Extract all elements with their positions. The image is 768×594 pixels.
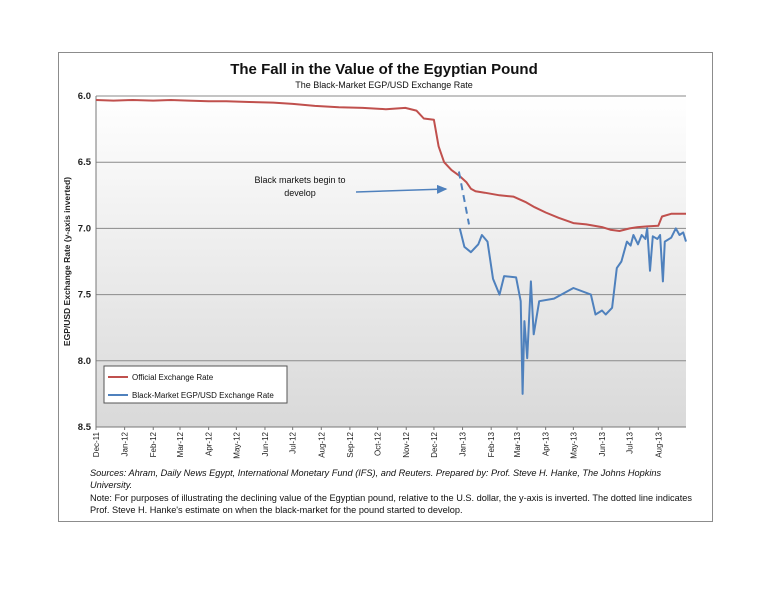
y-tick-label: 8.0 bbox=[78, 356, 91, 367]
y-tick-label: 6.5 bbox=[78, 157, 92, 168]
x-tick-label: Jul-12 bbox=[289, 431, 298, 453]
sources-text: Sources: Ahram, Daily News Egypt, Intern… bbox=[90, 468, 662, 490]
y-tick-label: 8.5 bbox=[78, 422, 92, 433]
x-tick-label: Jan-13 bbox=[459, 431, 468, 456]
chart-subtitle: The Black-Market EGP/USD Exchange Rate bbox=[295, 80, 473, 90]
x-tick-label: May-12 bbox=[232, 431, 241, 458]
x-tick-label: Nov-12 bbox=[402, 431, 411, 457]
annotation-text: develop bbox=[284, 188, 316, 198]
x-tick-label: Aug-13 bbox=[654, 431, 663, 457]
chart-title: The Fall in the Value of the Egyptian Po… bbox=[230, 61, 538, 78]
x-tick-label: May-13 bbox=[569, 431, 578, 458]
x-tick-label: Mar-12 bbox=[176, 431, 185, 457]
x-tick-label: Jun-13 bbox=[598, 431, 607, 456]
x-tick-label: Oct-12 bbox=[374, 431, 383, 456]
annotation-text: Black markets begin to bbox=[254, 175, 345, 185]
y-axis-label: EGP/USD Exchange Rate (y-axis inverted) bbox=[62, 177, 72, 346]
legend-item-black-market-label: Black-Market EGP/USD Exchange Rate bbox=[132, 391, 274, 400]
annotation-arrow bbox=[355, 184, 448, 194]
x-tick-label: Feb-12 bbox=[149, 431, 158, 457]
x-tick-label: Sep-12 bbox=[346, 431, 355, 457]
series-line-black-market bbox=[458, 227, 687, 395]
x-tick-label: Apr-13 bbox=[542, 431, 551, 456]
y-tick-label: 6.0 bbox=[78, 91, 91, 102]
x-tick-label: Dec-11 bbox=[92, 431, 101, 457]
y-tick-label: 7.0 bbox=[78, 223, 91, 234]
x-tick-label: Dec-12 bbox=[430, 431, 439, 457]
x-tick-label: Jul-13 bbox=[626, 431, 635, 453]
x-tick-label: Mar-13 bbox=[513, 431, 522, 457]
x-tick-label: Feb-13 bbox=[487, 431, 496, 457]
x-tick-label: Apr-12 bbox=[205, 431, 214, 456]
x-tick-label: Jan-12 bbox=[121, 431, 130, 456]
legend-item-official-label: Official Exchange Rate bbox=[132, 373, 214, 382]
series-line-estimate-dashed bbox=[457, 171, 470, 225]
y-tick-label: 7.5 bbox=[78, 290, 92, 301]
note-text: Note: For purposes of illustrating the d… bbox=[90, 493, 692, 515]
x-tick-label: Aug-12 bbox=[317, 431, 326, 457]
legend-box bbox=[103, 365, 288, 404]
x-tick-label: Jun-12 bbox=[261, 431, 270, 456]
